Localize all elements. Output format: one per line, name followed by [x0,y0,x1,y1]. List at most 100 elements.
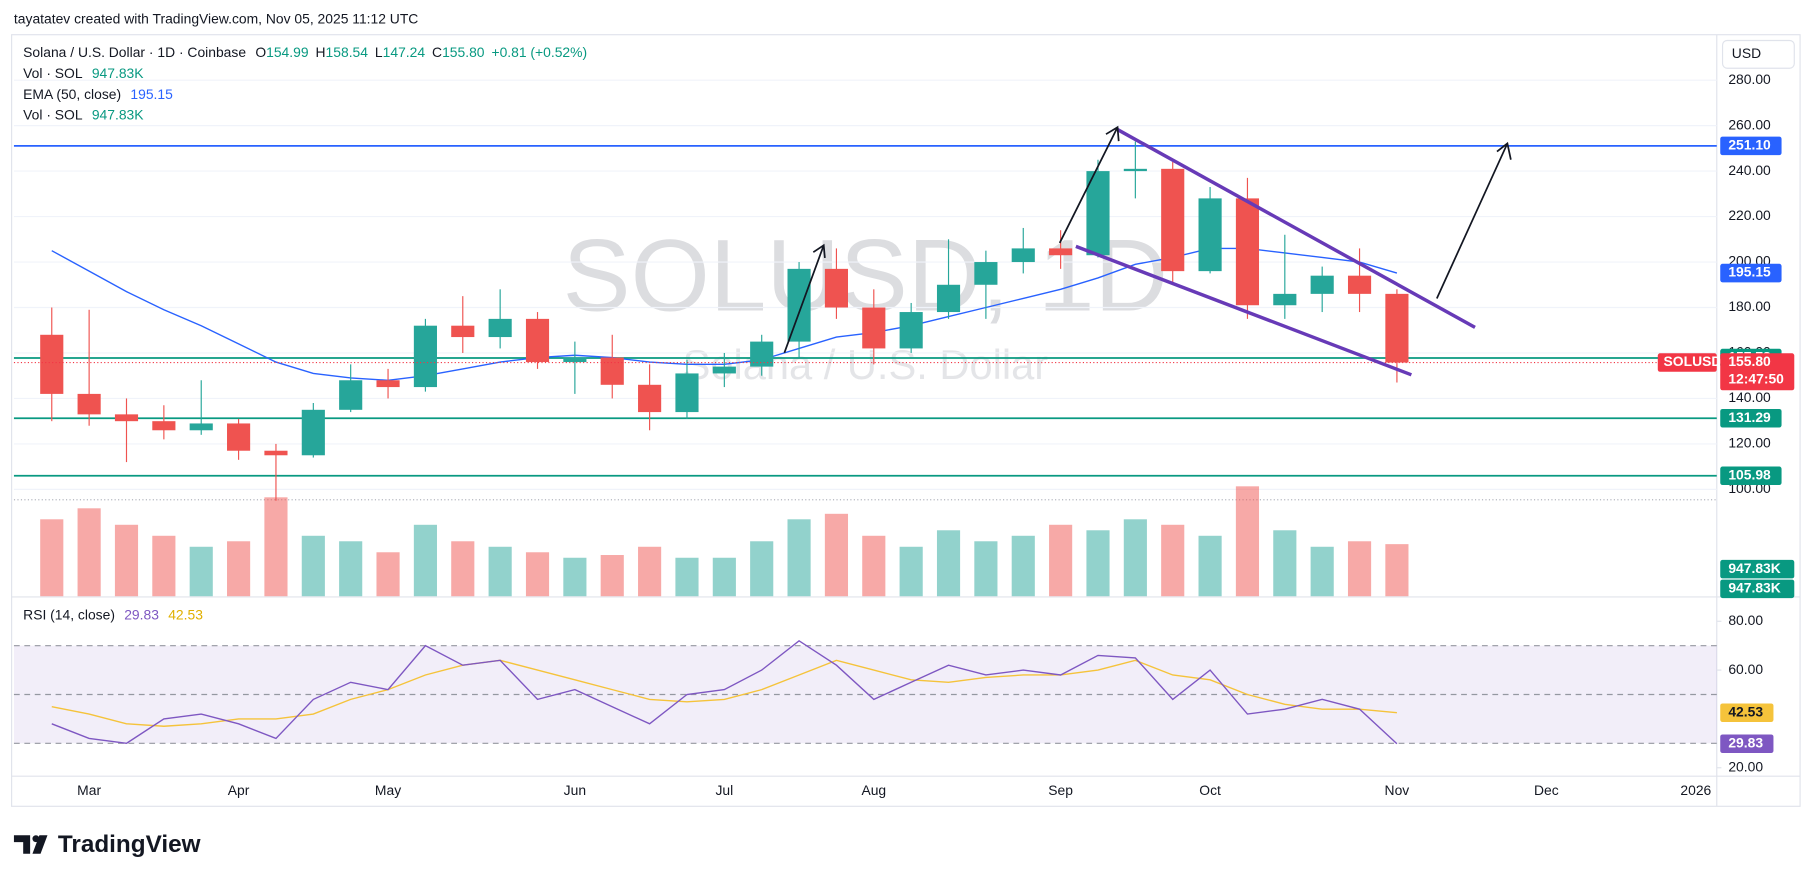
ohlc-label: L [375,44,383,60]
ema-label-bg [1720,263,1782,283]
volume-bar [451,541,475,597]
legend-main: Solana / U.S. Dollar · 1D · Coinbase O154… [23,44,587,60]
candle-body [1347,275,1372,294]
last-price-label: 155.80 [1728,353,1771,369]
legend-rsi-ma-value: 42.53 [168,606,203,622]
rsi-label: 42.53 [1728,703,1763,719]
ohlc-value: 154.99 [266,44,309,60]
candle-body [413,325,437,388]
volume-bar [638,546,662,597]
candle-body [339,380,363,410]
candle-body [376,380,400,388]
legend-ema: EMA (50, close) 195.15 [23,86,173,102]
candle-body [488,318,512,338]
y-tick-label: 240.00 [1728,162,1771,178]
volume-bar [936,530,961,597]
currency-button[interactable] [1721,39,1795,69]
candle-body [974,262,998,285]
volume-label-bg [1720,559,1795,579]
ohlc-value: 158.54 [326,44,369,60]
ohlc-label: H [316,44,326,60]
frame [11,34,1801,807]
candle-body [563,357,587,363]
volume-bar [264,497,288,597]
volume-bar [114,524,139,597]
trend-line [1116,128,1476,329]
attribution: tayatatev created with TradingView.com, … [14,10,418,26]
arrow [1436,141,1512,299]
candle-body [787,268,811,342]
volume-bar [525,552,550,597]
legend-volume2-value: 947.83K [92,106,144,122]
legend-rsi: RSI (14, close) 29.83 42.53 [23,606,203,622]
x-tick-label: Aug [861,782,886,798]
volume-bar [376,552,400,597]
volume-bar [1347,541,1372,597]
candle-body [1123,168,1147,172]
candle-body [1161,168,1185,272]
volume-bar [1273,530,1297,597]
rsi-tick-label: 20.00 [1728,758,1763,774]
candle-body [1049,248,1073,256]
volume-bar [339,541,363,597]
volume-bar [1086,530,1110,597]
legend-volume-value: 947.83K [92,65,144,81]
ohlc-label: O [255,44,266,60]
candle-body [824,268,849,308]
candle-body [451,325,475,338]
volume-bar [563,557,587,597]
candle-body [750,341,774,367]
currency[interactable]: USD [1732,45,1761,61]
y-tick-label: 140.00 [1728,389,1771,405]
candle-body [1086,171,1110,256]
volume-bar [824,513,849,597]
x-tick-label: Jun [564,782,586,798]
candle-body [1011,248,1035,263]
volume-bar [1385,544,1409,597]
rsi-label-bg [1720,703,1774,722]
volume-label: 947.83K [1728,560,1780,576]
y-tick-label: 120.00 [1728,435,1771,451]
candle-body [600,357,624,385]
level-label-bg [1720,136,1782,156]
candle-body [301,409,325,456]
volume-bar [152,535,176,597]
volume-bar [227,541,251,597]
volume-bar [488,546,512,597]
y-tick-label: 220.00 [1728,207,1771,223]
candle-body [1310,275,1334,294]
volume-bar [675,557,699,597]
drawings [783,125,1512,377]
volume-bar [974,541,998,597]
candle-body [40,334,64,394]
legend-symbol: Solana / U.S. Dollar · 1D · Coinbase [23,44,246,60]
volume-bar [189,546,213,597]
legend-change: +0.81 (+0.52%) [491,44,587,60]
candle-body [1385,293,1409,363]
logo-text: TradingView [58,831,201,858]
level-label: 105.98 [1728,466,1771,482]
volume-bar [600,555,624,597]
volume-bar [1123,519,1147,597]
legend-ohlc: O154.99 H158.54 L147.24 C155.80 [255,44,484,60]
ohlc-value: 147.24 [383,44,426,60]
candle-body [152,421,176,431]
volume-bar [77,508,101,597]
logo: TradingView [13,831,201,858]
x-tick-label: Oct [1199,782,1221,798]
x-tick-label: Jul [715,782,733,798]
x-tick-label: Sep [1048,782,1073,798]
rsi-tick-label: 80.00 [1728,612,1763,628]
legend-ema-name: EMA (50, close) [23,86,121,102]
legend-rsi-name: RSI (14, close) [23,606,115,622]
volume-bar [1235,486,1260,597]
volume-bar [750,541,774,597]
volume-bar [1161,524,1185,597]
candle-body [862,307,886,349]
candle-body [227,423,251,451]
candle-body [1235,198,1260,306]
ema-label: 195.15 [1728,264,1771,280]
countdown: 12:47:50 [1728,371,1784,387]
volume-bar [40,519,64,597]
candle-body [899,312,923,349]
